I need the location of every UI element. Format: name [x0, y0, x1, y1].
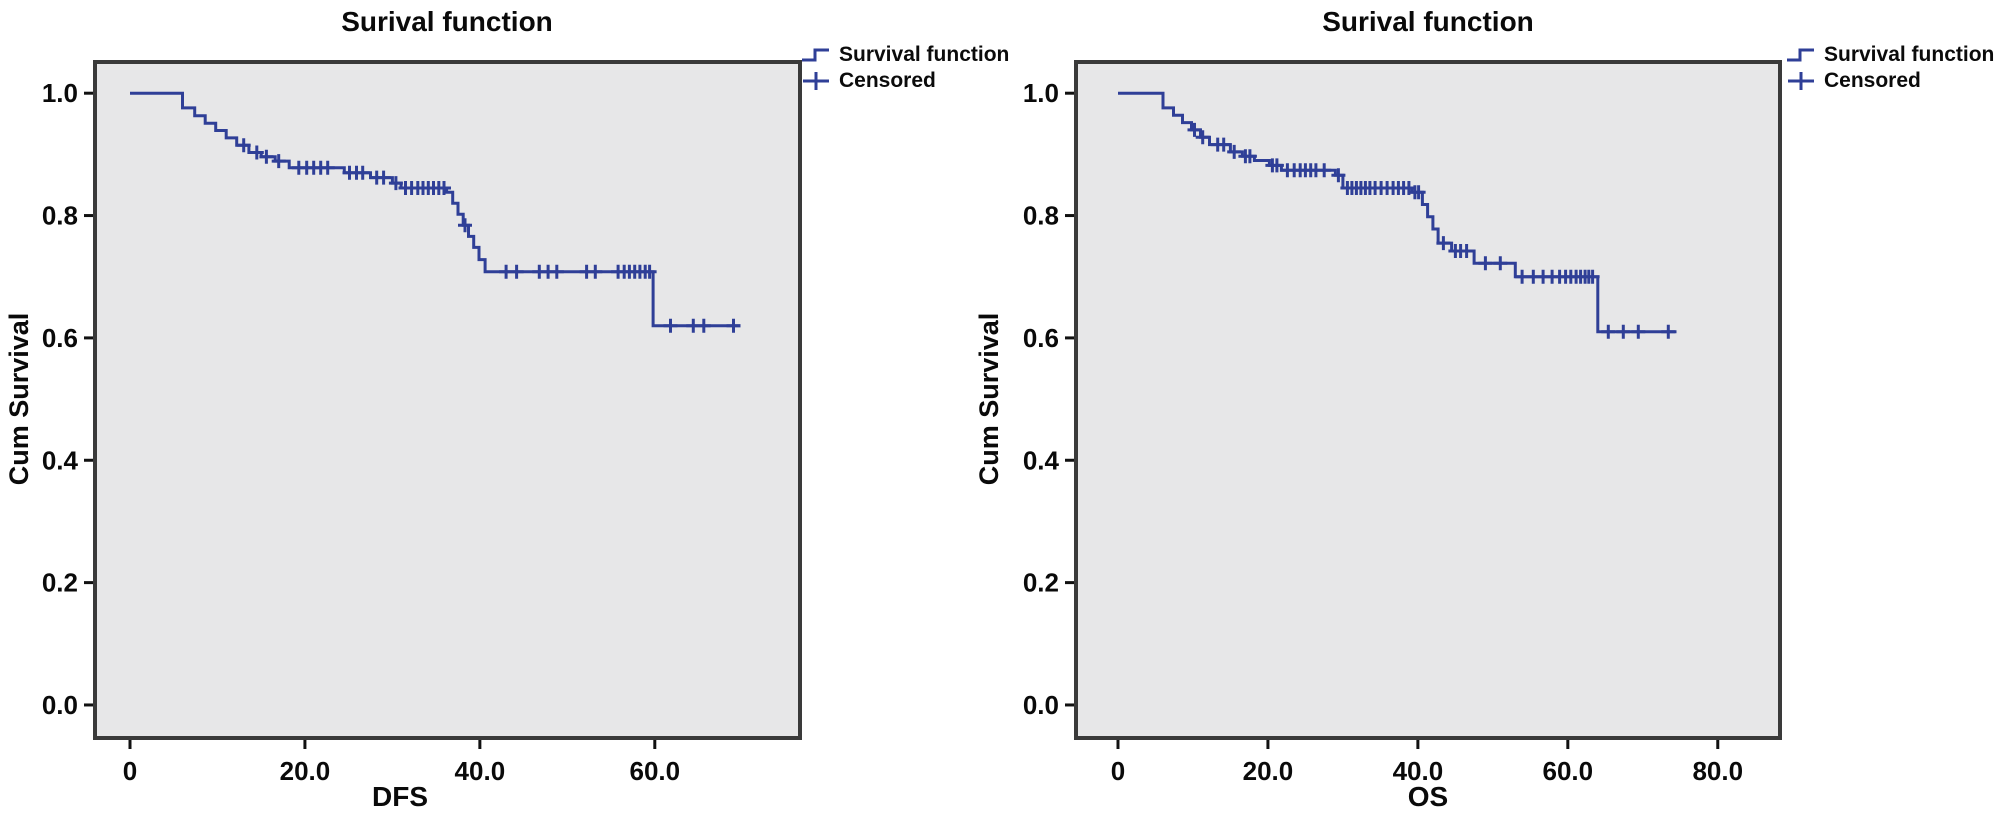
axis-ticks: 0.0 0.2 0.4 0.6 0.8 1.0 0 20.0 40.0 60.0 80.0 — [1023, 78, 1743, 786]
y-axis-label-os: Cum Survival — [974, 312, 1004, 486]
tick-label: 40.0 — [455, 756, 506, 786]
censored-marks — [236, 138, 741, 333]
tick-label: 0 — [1111, 756, 1125, 786]
tick-label: 0.2 — [1023, 568, 1059, 598]
tick-label: 60.0 — [1543, 756, 1594, 786]
tick-label: 20.0 — [1243, 756, 1294, 786]
legend-label-censored: Censored — [1824, 68, 1921, 92]
tick-label: 0.4 — [42, 445, 79, 475]
plot-border — [1074, 60, 1782, 740]
survival-curve — [130, 91, 741, 328]
tick-label: 60.0 — [629, 756, 680, 786]
step-line-icon — [1787, 48, 1814, 61]
plot-area — [1076, 62, 1780, 738]
tick-label: 0.2 — [42, 568, 78, 598]
legend-label-survival: Survival function — [1824, 42, 1995, 66]
legend-dfs: Survival function Censored — [801, 42, 1009, 93]
x-axis-label-dfs: DFS — [372, 781, 428, 812]
tick-label: 1.0 — [1023, 78, 1059, 108]
tick-label: 80.0 — [1692, 756, 1743, 786]
legend-label-censored: Censored — [839, 68, 936, 92]
legend-row-censored: Censored — [801, 68, 1009, 93]
tick-label: 0.0 — [42, 690, 78, 720]
tick-label: 0 — [123, 756, 137, 786]
y-axis-label-dfs: Cum Survival — [4, 312, 34, 486]
step-line-icon — [802, 48, 829, 61]
legend-row-censored: Censored — [1786, 68, 1994, 93]
censored-plus-icon — [803, 71, 829, 90]
tick-label: 0.6 — [1023, 323, 1059, 353]
plot-border — [93, 60, 802, 740]
tick-label: 0.0 — [1023, 690, 1059, 720]
legend-row-survival: Survival function — [801, 42, 1009, 67]
plot-area — [95, 62, 800, 738]
legend-label-survival: Survival function — [839, 42, 1010, 66]
km-chart-dfs: 0.0 0.2 0.4 0.6 0.8 1.0 0 20.0 40.0 60.0 — [42, 60, 802, 786]
censored-marks — [1187, 122, 1676, 339]
x-axis-label-os: OS — [1407, 781, 1449, 812]
tick-label: 0.8 — [42, 201, 78, 231]
tick-label: 20.0 — [280, 756, 331, 786]
axis-ticks: 0.0 0.2 0.4 0.6 0.8 1.0 0 20.0 40.0 60.0 — [42, 78, 680, 786]
chart-title-dfs: Surival function — [341, 6, 553, 37]
censored-plus-icon — [1788, 71, 1814, 90]
tick-label: 0.6 — [42, 323, 78, 353]
legend-row-survival: Survival function — [1786, 42, 1994, 67]
tick-label: 0.8 — [1023, 201, 1059, 231]
tick-label: 1.0 — [42, 78, 78, 108]
legend-os: Survival function Censored — [1786, 42, 1994, 93]
tick-label: 40.0 — [1393, 756, 1444, 786]
chart-title-os: Surival function — [1322, 6, 1534, 37]
tick-label: 0.4 — [1023, 445, 1060, 475]
km-chart-os: 0.0 0.2 0.4 0.6 0.8 1.0 0 20.0 40.0 60.0 80.0 — [1023, 60, 1782, 786]
